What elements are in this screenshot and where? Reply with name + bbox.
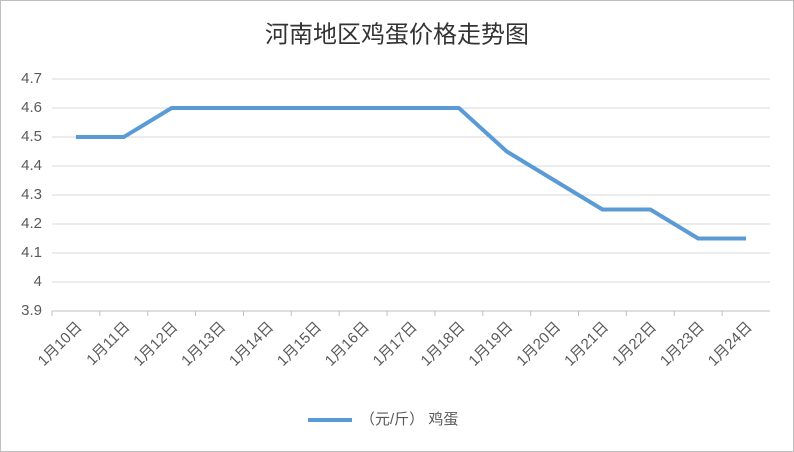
y-tick-label: 4.1 [21, 244, 42, 261]
y-tick-label: 4.2 [21, 215, 42, 232]
y-tick-label: 4.5 [21, 128, 42, 145]
series-line [75, 106, 747, 241]
y-tick-label: 3.9 [21, 302, 42, 319]
y-tick-label: 4.4 [21, 157, 42, 174]
y-tick-label: 4.7 [21, 70, 42, 87]
y-tick-label: 4.6 [21, 99, 42, 116]
legend-label: （元/斤） 鸡蛋 [360, 411, 458, 428]
chart-title: 河南地区鸡蛋价格走势图 [265, 21, 529, 49]
y-tick-label: 4 [34, 273, 42, 290]
y-tick-label: 4.3 [21, 186, 42, 203]
